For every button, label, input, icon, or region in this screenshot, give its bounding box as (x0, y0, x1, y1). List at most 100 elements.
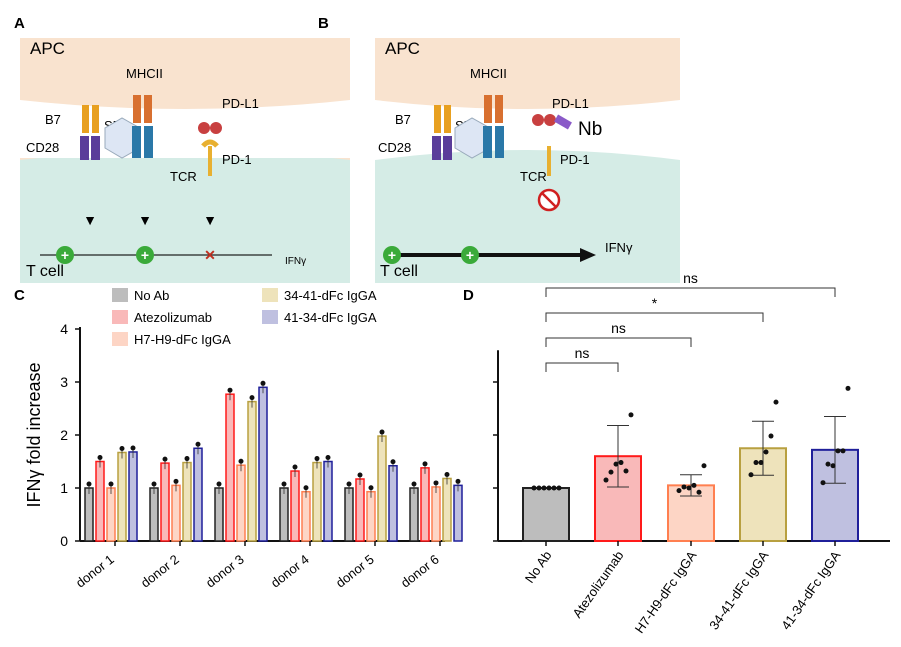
panel-letter-b: B (318, 15, 329, 32)
data-point (773, 399, 779, 405)
data-point (357, 472, 363, 478)
legend-label: 34-41-dFc IgGA (284, 288, 377, 303)
data-point (433, 480, 439, 486)
legend-label: H7-H9-dFc IgGA (134, 332, 231, 347)
legend-swatch (112, 310, 128, 324)
data-point (97, 455, 103, 460)
pdl1-label: PD-L1 (222, 96, 259, 111)
data-point (696, 489, 702, 495)
arrow-right-icon (580, 248, 596, 262)
legend-label: No Ab (134, 288, 169, 303)
y-tick-label: 0 (60, 533, 68, 549)
bar-atezolizumab (290, 470, 300, 542)
bar-h7-h9-dfc-igga (301, 490, 311, 542)
apc-label: APC (30, 39, 65, 58)
nanobody-icon (554, 114, 572, 130)
data-point (825, 461, 831, 467)
mhcii-label: MHCII (126, 66, 163, 81)
data-point (551, 485, 557, 491)
bar-41-34-dfc-igga (193, 447, 203, 542)
data-point (753, 460, 759, 466)
b7-label: B7 (45, 112, 61, 127)
svg-text:+: + (466, 247, 474, 263)
data-point (676, 488, 682, 494)
legend-label: Atezolizumab (134, 310, 212, 325)
x-tick-label: Atezolizumab (569, 548, 626, 621)
bar-h7-h9-dfc-igga (171, 484, 181, 542)
b7-label: B7 (395, 112, 411, 127)
bar-no-ab (279, 487, 289, 542)
data-point (820, 480, 826, 486)
svg-text:+: + (61, 247, 69, 263)
plus-icon (56, 246, 74, 264)
panel-letter-d: D (463, 287, 474, 304)
significance-label: ns (683, 270, 698, 286)
data-point (292, 464, 298, 470)
x-tick-label: H7-H9-dFc IgGA (632, 548, 700, 636)
chart-d: No Ab Atezolizumab H7-H9-dFc IgGA 34-41-dFc… (493, 270, 890, 636)
plus-icon (136, 246, 154, 264)
data-point (691, 482, 697, 488)
significance-bracket (545, 287, 836, 297)
data-point (130, 445, 136, 451)
panel-b-diagram: B APC MHCII B7 CD28 SEB TCR PD-L1 Nb PD-… (318, 15, 680, 283)
data-point (281, 481, 287, 487)
data-point (623, 468, 629, 474)
bar-h7-h9-dfc-igga (106, 487, 116, 542)
bar-34-41-dfc-igga (247, 400, 257, 542)
y-tick-label: 2 (60, 427, 68, 443)
data-point (541, 485, 547, 491)
pd1-label: PD-1 (222, 152, 252, 167)
x-tick-label: donor 5 (333, 552, 377, 591)
data-point (260, 380, 266, 386)
bar (522, 487, 570, 542)
bar-34-41-dfc-igga (442, 477, 452, 542)
legend-swatch (262, 288, 278, 302)
y-tick-label: 3 (60, 374, 68, 390)
bar-41-34-dfc-igga (453, 484, 463, 542)
significance-bracket (545, 337, 692, 347)
data-point (216, 481, 222, 487)
arrow-down-icon: ▼ (138, 212, 152, 228)
data-point (618, 460, 624, 466)
x-tick-label: donor 6 (398, 552, 442, 591)
bar-h7-h9-dfc-igga (236, 464, 246, 542)
svg-text:+: + (141, 247, 149, 263)
data-point (758, 460, 764, 466)
significance-label: ns (611, 320, 626, 336)
data-point (368, 485, 374, 491)
significance-bracket (545, 362, 619, 372)
data-point (830, 463, 836, 469)
y-axis-label: IFNγ fold increase (24, 362, 44, 507)
tcell-label: T cell (380, 263, 418, 280)
data-point (701, 463, 707, 469)
data-point (531, 485, 537, 491)
data-point (613, 461, 619, 467)
bar-34-41-dfc-igga (182, 461, 192, 542)
arrow-down-icon: ▼ (203, 212, 217, 228)
tcr-label: TCR (520, 169, 547, 184)
data-point (556, 485, 562, 491)
panel-letter-a: A (14, 15, 25, 32)
data-point (840, 448, 846, 454)
data-point (835, 448, 841, 454)
bar-34-41-dfc-igga (312, 461, 322, 542)
cd28-label: CD28 (26, 140, 59, 155)
pdl1-pd1 (198, 122, 222, 176)
data-point (845, 385, 851, 391)
bar-h7-h9-dfc-igga (366, 490, 376, 542)
ifng-label: IFNγ (605, 240, 633, 255)
x-tick-label: donor 2 (138, 552, 182, 591)
legend-swatch (112, 288, 128, 302)
bar-41-34-dfc-igga (128, 451, 138, 542)
data-point (249, 395, 255, 401)
legend-swatch (112, 332, 128, 346)
data-point (151, 481, 157, 487)
pd1-label: PD-1 (560, 152, 590, 167)
bar-atezolizumab (420, 467, 430, 542)
plus-icon (461, 246, 479, 264)
data-point (455, 478, 461, 484)
data-point (314, 456, 320, 462)
significance-label: ns (575, 345, 590, 361)
